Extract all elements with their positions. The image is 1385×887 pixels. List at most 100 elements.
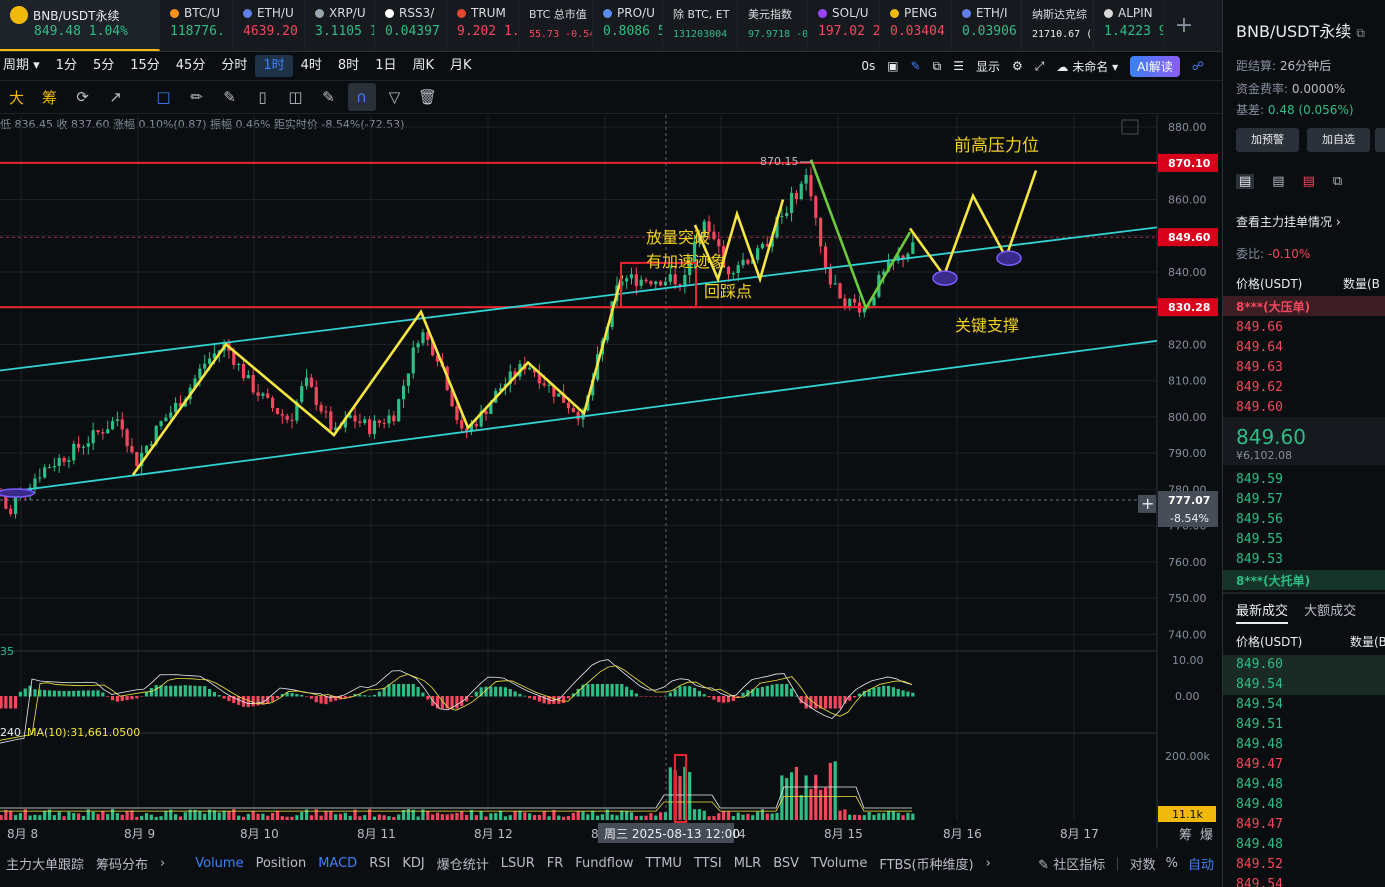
- indicator-tool-icon[interactable]: ⟳: [76, 88, 89, 106]
- zigzag-pattern-history[interactable]: [131, 275, 624, 476]
- zigzag-pattern-projection[interactable]: [908, 170, 1038, 279]
- ai-analysis-button[interactable]: AI解读: [1130, 55, 1180, 77]
- depth-both-icon[interactable]: ▤: [1236, 174, 1255, 189]
- text-tool-icon[interactable]: ◫: [288, 88, 303, 106]
- liq-corner-label[interactable]: 爆: [1200, 828, 1213, 843]
- trend-channel[interactable]: [0, 226, 1158, 494]
- interval-3[interactable]: 15分: [130, 58, 160, 73]
- ticker-tab[interactable]: BNB/USDT永续 849.48 1.04%: [0, 0, 160, 51]
- line-style-icon[interactable]: ↗: [109, 88, 122, 106]
- log-scale-toggle[interactable]: 对数: [1129, 857, 1156, 873]
- chart-annotation[interactable]: 关键支撑: [955, 316, 1019, 335]
- depth-window-icon[interactable]: ⧉: [1332, 174, 1343, 189]
- depth-bid-icon[interactable]: ▤: [1272, 174, 1285, 189]
- display-button[interactable]: 显示: [976, 59, 1001, 74]
- ticker-tab[interactable]: 美元指数 97.9718 -0: [738, 0, 808, 51]
- depth-link[interactable]: 查看主力挂单情况 ›: [1236, 215, 1341, 229]
- zigzag-pattern-recent[interactable]: [693, 199, 785, 284]
- ticker-tab[interactable]: BTC 总市值 55.73 -0.54: [519, 0, 593, 51]
- interval-6[interactable]: 1时: [255, 55, 293, 77]
- support-markers[interactable]: [0, 250, 1022, 498]
- indicator-tab[interactable]: LSUR: [500, 855, 535, 871]
- share-icon[interactable]: ☍: [1191, 59, 1204, 73]
- ticker-tab[interactable]: RSS3/0.04397: [375, 0, 447, 51]
- select-tool-icon[interactable]: □: [156, 88, 171, 106]
- breakout-box[interactable]: [620, 261, 697, 309]
- ticker-tab[interactable]: ETH/U 4639.20: [233, 0, 305, 51]
- indicator-tab[interactable]: ›: [160, 855, 166, 871]
- chart-annotation[interactable]: 回踩点: [704, 282, 752, 301]
- community-indicator-button[interactable]: ✎ 社区指标: [1038, 857, 1106, 873]
- crosshair-add-button[interactable]: [1138, 494, 1156, 513]
- indicator-tab[interactable]: 主力大单跟踪: [6, 857, 85, 873]
- interval-5[interactable]: 分时: [221, 58, 248, 73]
- ticker-tab[interactable]: 除 BTC, ET 131203004: [663, 0, 738, 51]
- price-chart[interactable]: 880.00870.00860.00850.00840.00830.00820.…: [0, 115, 1222, 849]
- fullscreen-icon[interactable]: ⤢: [1034, 58, 1045, 73]
- brush-tool-icon[interactable]: ✎: [223, 88, 236, 106]
- big-order-tool[interactable]: 大: [8, 88, 24, 107]
- ticker-tab[interactable]: TRUM 9.202 1.: [447, 0, 519, 51]
- indicator-tab[interactable]: Volume: [195, 855, 244, 871]
- interval-1[interactable]: 1分: [55, 58, 77, 73]
- ticker-tab[interactable]: PENG 0.03404: [880, 0, 952, 51]
- ticker-tab[interactable]: BTC/U 118776.: [160, 0, 233, 51]
- ticker-tab[interactable]: XRP/U 3.1105 1: [305, 0, 375, 51]
- indicator-tab[interactable]: Position: [255, 855, 307, 871]
- percent-scale-toggle[interactable]: %: [1165, 855, 1178, 871]
- interval-2[interactable]: 5分: [92, 58, 115, 73]
- chart-annotation[interactable]: 前高压力位: [954, 136, 1039, 156]
- big-trades-tab[interactable]: 大额成交: [1304, 604, 1357, 619]
- chip-corner-label[interactable]: 筹: [1179, 827, 1192, 843]
- note-tool-icon[interactable]: ✎: [322, 88, 335, 106]
- add-favorite-button[interactable]: 加自选: [1307, 128, 1370, 152]
- chips-tool[interactable]: 筹: [41, 88, 57, 107]
- period-dropdown[interactable]: 周期 ▾: [3, 58, 40, 73]
- indicator-tab[interactable]: FTBS(币种维度): [879, 857, 974, 873]
- interval-8[interactable]: 8时: [337, 58, 360, 73]
- chart-expand-icon[interactable]: [1121, 119, 1139, 135]
- filter-tool-icon[interactable]: ▽: [388, 88, 401, 106]
- interval-7[interactable]: 4时: [300, 58, 322, 73]
- window-icon[interactable]: ⧉: [932, 58, 942, 73]
- copy-icon[interactable]: ⧉: [1356, 26, 1365, 40]
- indicator-tab[interactable]: FR: [546, 855, 564, 871]
- interval-10[interactable]: 周K: [412, 58, 434, 73]
- indicator-tab[interactable]: RSI: [369, 855, 391, 871]
- channel-lower-line[interactable]: [0, 339, 1158, 494]
- ticker-tab[interactable]: SOL/U 197.02 2: [808, 0, 880, 51]
- ticker-tab[interactable]: ETH/I 0.03906: [952, 0, 1022, 51]
- interval-9[interactable]: 1日: [375, 58, 397, 73]
- channel-upper-line[interactable]: [0, 226, 1158, 372]
- add-alert-button[interactable]: 加预警: [1236, 128, 1299, 152]
- trash-icon[interactable]: 🗑: [417, 88, 438, 106]
- add-tab-icon[interactable]: +: [1174, 13, 1194, 38]
- marker-ellipse[interactable]: [932, 270, 958, 286]
- interval-4[interactable]: 45分: [175, 58, 206, 73]
- interval-11[interactable]: 月K: [450, 58, 472, 73]
- layout-cloud-button[interactable]: ☁ 未命名 ▾: [1056, 59, 1119, 74]
- marker-ellipse[interactable]: [0, 488, 35, 498]
- chart-annotation[interactable]: 放量突破: [646, 228, 710, 247]
- pencil-tool-icon[interactable]: ✏: [190, 88, 203, 106]
- gear-icon[interactable]: ⚙: [1012, 59, 1023, 73]
- indicator-tab[interactable]: MLR: [733, 855, 762, 871]
- indicator-tab[interactable]: BSV: [773, 855, 800, 871]
- marker-ellipse[interactable]: [996, 250, 1022, 266]
- indicator-tab[interactable]: TVolume: [811, 855, 868, 871]
- indicator-tab[interactable]: ›: [985, 855, 991, 871]
- more-button[interactable]: [1375, 128, 1385, 152]
- ticker-tab[interactable]: PRO/U 0.8086 5: [593, 0, 663, 51]
- indicator-tab[interactable]: Fundflow: [575, 855, 634, 871]
- indicator-tab[interactable]: TTSI: [693, 855, 722, 871]
- settings-list-icon[interactable]: ☰: [953, 59, 965, 73]
- chart-annotation[interactable]: 有加速迹象: [646, 252, 726, 271]
- green-pullback-line[interactable]: [809, 159, 912, 312]
- auto-scale-toggle[interactable]: 自动: [1187, 857, 1214, 873]
- indicator-tab[interactable]: 爆仓统计: [436, 857, 489, 873]
- indicator-tab[interactable]: MACD: [318, 855, 358, 871]
- indicator-tab[interactable]: 筹码分布: [96, 857, 149, 873]
- magnet-tool-icon[interactable]: ∩: [347, 83, 376, 111]
- candle-pattern-icon[interactable]: ▯: [258, 88, 267, 106]
- pen-icon[interactable]: ✎: [910, 59, 921, 73]
